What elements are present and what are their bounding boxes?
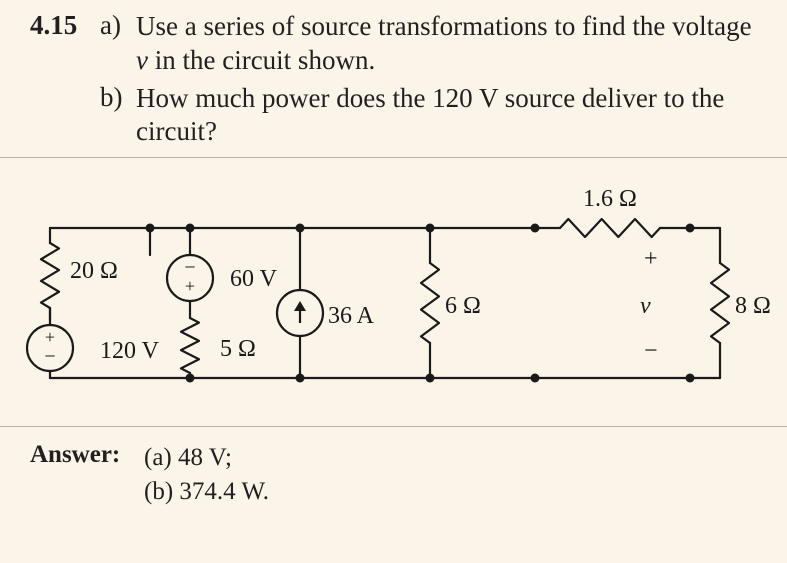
answer-row: Answer: (a) 48 V; (b) 374.4 W. (30, 441, 757, 509)
svg-text:−: − (44, 346, 55, 368)
circuit-diagram: +−−+ 1.6 Ω 20 Ω 120 V 60 V 5 Ω 36 A 6 Ω … (0, 158, 787, 418)
problem-block: 4.15 a) Use a series of source transform… (0, 0, 787, 149)
answer-label: Answer: (30, 441, 144, 469)
label-r20: 20 Ω (70, 258, 118, 285)
part-a-var: v (136, 45, 148, 75)
circuit-svg: +−−+ (0, 158, 787, 418)
part-b-text: How much power does the 120 V source del… (136, 82, 757, 150)
label-v-plus: + (644, 246, 658, 273)
part-a-row: 4.15 a) Use a series of source transform… (30, 10, 757, 78)
label-v120: 120 V (100, 338, 159, 365)
part-letter-b: b) (100, 82, 136, 113)
label-r6: 6 Ω (445, 293, 481, 320)
part-b-row: b) How much power does the 120 V source … (30, 82, 757, 150)
part-a-text: Use a series of source transformations t… (136, 10, 757, 78)
answer-block: Answer: (a) 48 V; (b) 374.4 W. (0, 427, 787, 509)
label-v-minus: − (644, 338, 658, 365)
part-a-pre: Use a series of source transformations t… (136, 11, 752, 41)
label-v-measure: v (640, 293, 651, 320)
part-letter-a: a) (100, 10, 136, 41)
answer-line-b: (b) 374.4 W. (144, 475, 269, 509)
label-v60: 60 V (230, 266, 277, 293)
answer-text: (a) 48 V; (b) 374.4 W. (144, 441, 269, 509)
label-r8: 8 Ω (735, 293, 771, 320)
svg-text:+: + (45, 327, 55, 347)
problem-number: 4.15 (30, 10, 100, 41)
svg-text:+: + (185, 276, 195, 296)
part-a-post: in the circuit shown. (148, 45, 375, 75)
label-i36: 36 A (328, 303, 374, 330)
part-b-pre: How much power does the 120 V source del… (136, 83, 724, 147)
answer-line-a: (a) 48 V; (144, 441, 269, 475)
label-r16: 1.6 Ω (583, 186, 637, 213)
label-r5: 5 Ω (220, 336, 256, 363)
